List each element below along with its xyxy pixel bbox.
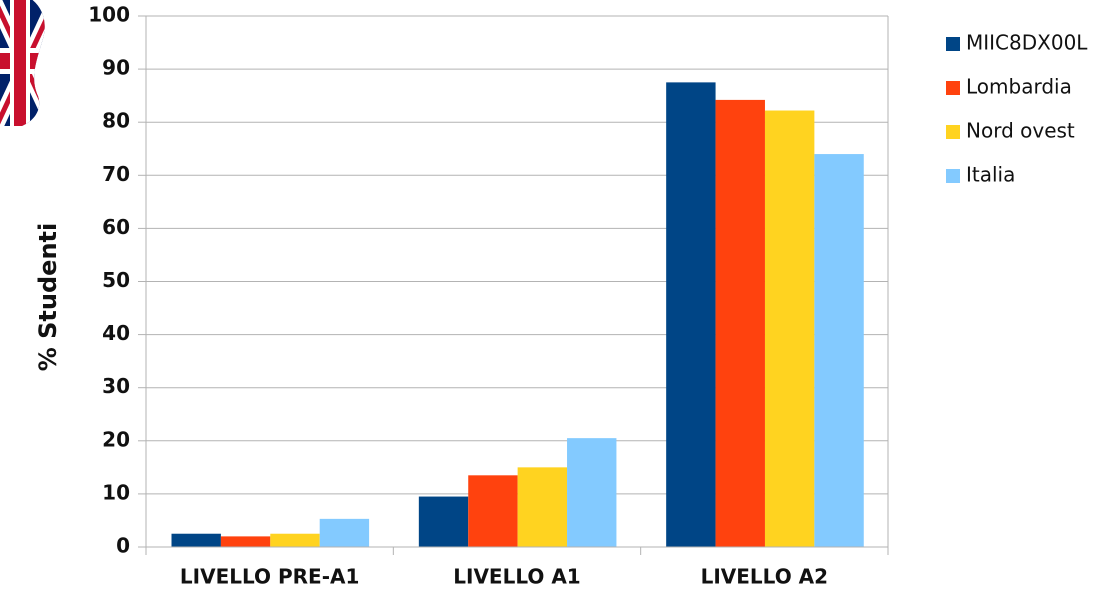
y-tick-label: 20 [102, 427, 130, 451]
y-tick-label: 70 [102, 162, 130, 186]
y-tick-label: 90 [102, 56, 130, 80]
legend-swatch [946, 169, 960, 183]
y-tick-label: 40 [102, 321, 130, 345]
y-tick-label: 0 [116, 534, 130, 558]
y-tick-label: 50 [102, 268, 130, 292]
y-tick-label: 60 [102, 215, 130, 239]
bar-lombardia-1 [468, 475, 518, 547]
bar-italia-1 [567, 438, 617, 547]
legend-swatch [946, 37, 960, 51]
y-tick-labels: 0 10 20 30 40 50 60 70 80 90 100 [88, 3, 130, 558]
bar-miic8dx00l-2 [666, 82, 716, 547]
bar-italia-0 [319, 518, 370, 547]
x-category-label: LIVELLO A2 [701, 565, 828, 589]
legend-swatch [946, 81, 960, 95]
legend-label: Italia [966, 163, 1015, 187]
bar-miic8dx00l-0 [171, 533, 221, 547]
legend: MIIC8DX00L Lombardia Nord ovest Italia [946, 31, 1088, 187]
legend-label: Lombardia [966, 75, 1072, 99]
y-tick-label: 10 [102, 480, 130, 504]
legend-label: MIIC8DX00L [966, 31, 1088, 55]
x-category-labels: LIVELLO PRE-A1 LIVELLO A1 LIVELLO A2 [180, 565, 828, 589]
y-tick-label: 30 [102, 374, 130, 398]
bars [171, 82, 864, 547]
y-tick-label: 80 [102, 109, 130, 133]
bar-miic8dx00l-1 [418, 496, 469, 547]
bar-nord-ovest-1 [517, 467, 568, 547]
y-tick-label: 100 [88, 3, 130, 27]
axes [138, 15, 889, 555]
bar-lombardia-2 [715, 99, 765, 547]
y-axis-title: % Studenti [34, 223, 62, 372]
legend-swatch [946, 125, 960, 139]
x-category-label: LIVELLO A1 [453, 565, 580, 589]
bar-lombardia-0 [220, 536, 271, 547]
bar-italia-2 [814, 154, 864, 547]
legend-label: Nord ovest [966, 119, 1075, 143]
union-jack-flag-icon [0, 0, 45, 126]
x-category-label: LIVELLO PRE-A1 [180, 565, 359, 589]
bar-nord-ovest-0 [270, 533, 320, 547]
bar-nord-ovest-2 [764, 110, 815, 547]
